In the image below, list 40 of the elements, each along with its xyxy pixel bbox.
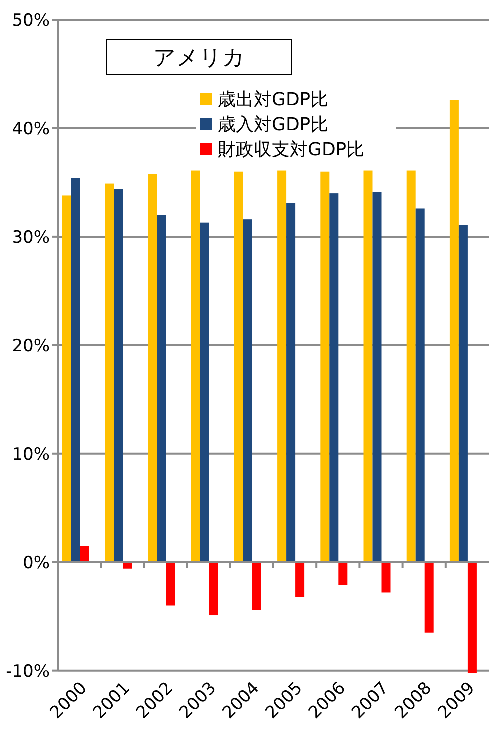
bar: [406, 170, 416, 562]
bar: [234, 172, 244, 562]
bar: [286, 203, 296, 562]
bar: [450, 100, 459, 562]
bar: [364, 170, 373, 562]
bar: [458, 225, 468, 562]
y-tick-label: 0%: [23, 553, 50, 574]
bar: [200, 222, 210, 562]
bar: [296, 562, 305, 598]
y-tick-label: 10%: [12, 444, 50, 465]
bar: [252, 562, 262, 610]
legend-label: 財政収支対GDP比: [218, 139, 365, 160]
bar: [114, 189, 124, 562]
bar: [424, 562, 434, 633]
bar: [191, 170, 200, 562]
bar: [71, 178, 80, 562]
bar: [157, 215, 166, 562]
legend-label: 歳出対GDP比: [218, 89, 329, 110]
bar: [209, 562, 218, 616]
y-tick-label: 50%: [12, 10, 50, 31]
y-tick-label: 20%: [12, 336, 50, 356]
bar: [148, 174, 158, 562]
bar: [105, 184, 114, 562]
y-tick-label: -10%: [6, 662, 50, 682]
bar: [382, 562, 391, 593]
y-tick-label: 40%: [12, 119, 50, 140]
bar: [416, 208, 425, 562]
text: アメリカ: [154, 46, 246, 72]
bar: [80, 546, 90, 562]
bar: [372, 192, 382, 562]
bar: [62, 196, 72, 562]
bar: [278, 170, 287, 562]
y-tick-label: 30%: [12, 228, 50, 248]
bar: [468, 562, 477, 673]
bar: [166, 562, 176, 606]
bar: [330, 194, 339, 562]
bar: [338, 562, 348, 586]
bar: [320, 172, 330, 562]
bar: [243, 220, 252, 562]
legend-label: 歳入対GDP比: [218, 114, 329, 136]
